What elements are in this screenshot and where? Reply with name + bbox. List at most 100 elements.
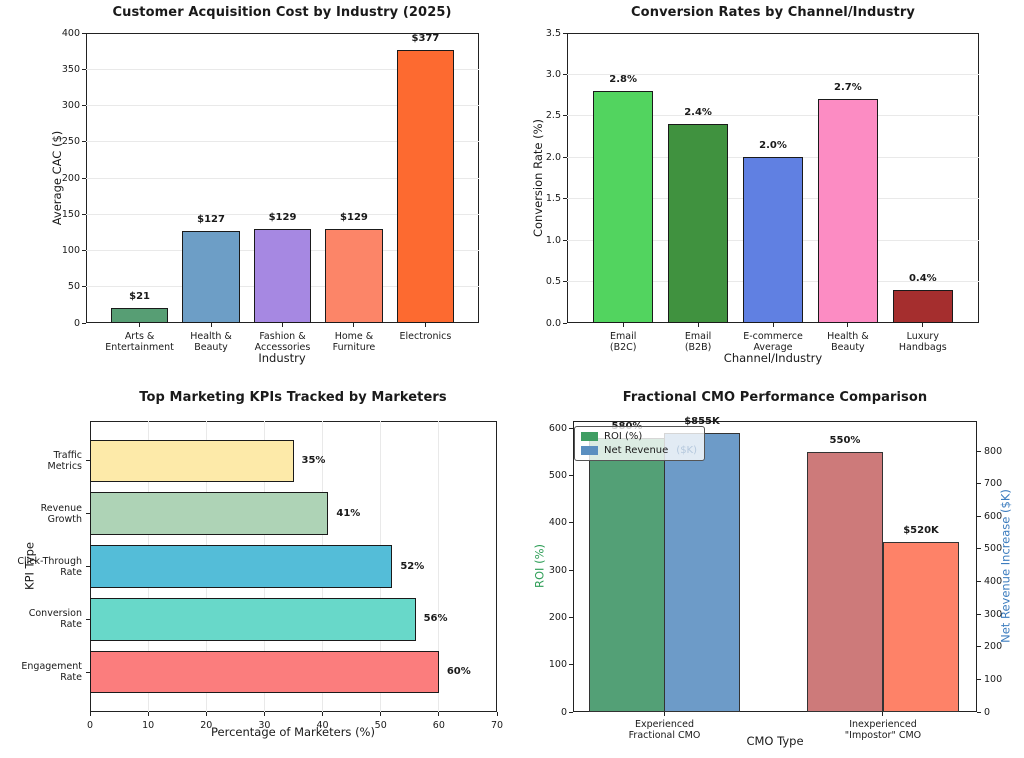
tick-mark <box>977 711 981 713</box>
tick-mark <box>82 105 86 106</box>
category-label: Arts & Entertainment <box>105 331 174 353</box>
bar <box>668 124 729 323</box>
tick-mark <box>569 427 573 429</box>
grid-line <box>86 68 479 70</box>
tick-label: 70 <box>490 720 504 731</box>
tick-label: 100 <box>61 245 80 256</box>
tick-mark <box>569 522 573 524</box>
tick-label: 400 <box>984 576 1003 587</box>
tick-mark <box>86 671 90 673</box>
grid-line <box>86 177 479 179</box>
value-label: $129 <box>340 212 368 224</box>
tick-label: 0 <box>73 317 80 329</box>
legend-label-revenue-unit: ($K) <box>676 445 698 456</box>
chart-title: Customer Acquisition Cost by Industry (2… <box>112 5 452 20</box>
tick-label: 800 <box>984 445 1003 457</box>
tick-label: 600 <box>548 422 567 434</box>
bar <box>589 437 665 712</box>
category-label: Inexperienced "Impostor" CMO <box>844 719 922 741</box>
tick-mark <box>977 515 981 517</box>
tick-label: 400 <box>61 27 80 39</box>
tick-label: 60 <box>432 720 445 731</box>
tick-mark <box>697 323 699 327</box>
category-label: Luxury Handbags <box>898 331 947 353</box>
tick-mark <box>82 286 86 288</box>
bar <box>664 433 740 712</box>
tick-mark <box>563 73 567 75</box>
tick-mark <box>424 323 426 327</box>
tick-mark <box>569 711 573 713</box>
tick-label: 700 <box>984 478 1003 490</box>
bar <box>90 545 393 588</box>
grid-line <box>567 73 979 75</box>
tick-mark <box>664 712 665 716</box>
category-label: Fashion & Accessories <box>254 331 311 353</box>
bar <box>807 451 883 712</box>
bar <box>743 157 803 323</box>
grid-line <box>86 105 479 106</box>
tick-mark <box>82 322 86 324</box>
value-label: 41% <box>336 507 361 519</box>
value-label: 550% <box>829 434 861 446</box>
category-label: Experienced Fractional CMO <box>628 719 701 741</box>
tick-label: 500 <box>984 543 1003 555</box>
bar <box>396 49 454 323</box>
tick-mark <box>380 712 382 716</box>
category-label: Health & Beauty <box>827 331 869 353</box>
legend-label-roi: ROI (%) <box>604 431 643 442</box>
tick-label: 200 <box>548 611 567 623</box>
value-label: 56% <box>423 613 448 625</box>
value-label: 35% <box>301 454 326 466</box>
tick-mark <box>977 581 981 582</box>
tick-mark <box>569 664 573 666</box>
tick-mark <box>89 712 91 716</box>
tick-mark <box>569 569 573 571</box>
tick-mark <box>977 646 981 648</box>
bar <box>817 99 878 323</box>
tick-mark <box>205 712 207 716</box>
tick-label: 300 <box>984 608 1003 620</box>
tick-mark <box>569 616 573 618</box>
legend-entry-revenue: Net Revenue ($K) <box>581 445 697 456</box>
tick-mark <box>882 712 884 716</box>
tick-mark <box>563 322 567 324</box>
category-label: Engagement Rate <box>21 661 82 684</box>
tick-mark <box>210 323 212 327</box>
grid-line <box>86 213 479 215</box>
x-axis-label: CMO Type <box>746 734 804 748</box>
tick-label: 300 <box>548 564 567 576</box>
tick-label: 2.0 <box>545 151 561 163</box>
tick-label: 200 <box>61 172 80 184</box>
bar <box>90 651 439 694</box>
tick-mark <box>82 68 86 70</box>
tick-label: 200 <box>984 641 1003 653</box>
legend: ROI (%) Net Revenue ($K) <box>574 426 706 461</box>
tick-label: 40 <box>316 720 329 731</box>
grid-line <box>86 141 479 143</box>
tick-mark <box>86 566 90 567</box>
tick-mark <box>563 32 567 34</box>
tick-mark <box>772 323 774 327</box>
bar <box>883 542 959 712</box>
legend-label-revenue: Net Revenue <box>604 445 669 456</box>
category-label: Home & Furniture <box>332 331 376 353</box>
category-label: Electronics <box>399 331 452 342</box>
tick-label: 500 <box>548 469 567 481</box>
tick-mark <box>977 613 981 615</box>
value-label: $129 <box>268 212 297 224</box>
tick-label: 0.0 <box>545 317 561 329</box>
tick-label: 600 <box>984 510 1003 522</box>
tick-label: 150 <box>61 208 80 220</box>
tick-label: 100 <box>548 659 567 671</box>
bar <box>892 289 953 323</box>
value-label: 2.4% <box>684 107 712 119</box>
tick-label: 3.5 <box>545 27 561 39</box>
x-axis-label: Channel/Industry <box>723 351 823 365</box>
tick-mark <box>86 460 90 462</box>
bar <box>325 229 383 323</box>
tick-mark <box>977 678 981 680</box>
tick-mark <box>263 712 265 716</box>
category-label: Traffic Metrics <box>47 449 82 472</box>
bar <box>111 307 169 323</box>
bar <box>182 230 240 323</box>
